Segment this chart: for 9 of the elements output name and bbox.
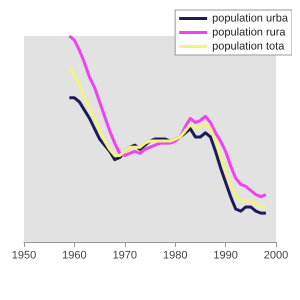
x-tick-label: 1970 [112, 250, 138, 262]
legend-label: population urba [212, 12, 289, 24]
x-tick-label: 2000 [264, 250, 288, 262]
legend-label: population tota [212, 40, 286, 52]
x-tick-label: 1990 [213, 250, 238, 262]
x-tick-label: 1980 [162, 250, 188, 262]
legend-label: population rura [212, 26, 286, 38]
x-tick-label: 1960 [62, 250, 87, 262]
x-tick-label: 1950 [12, 250, 36, 262]
